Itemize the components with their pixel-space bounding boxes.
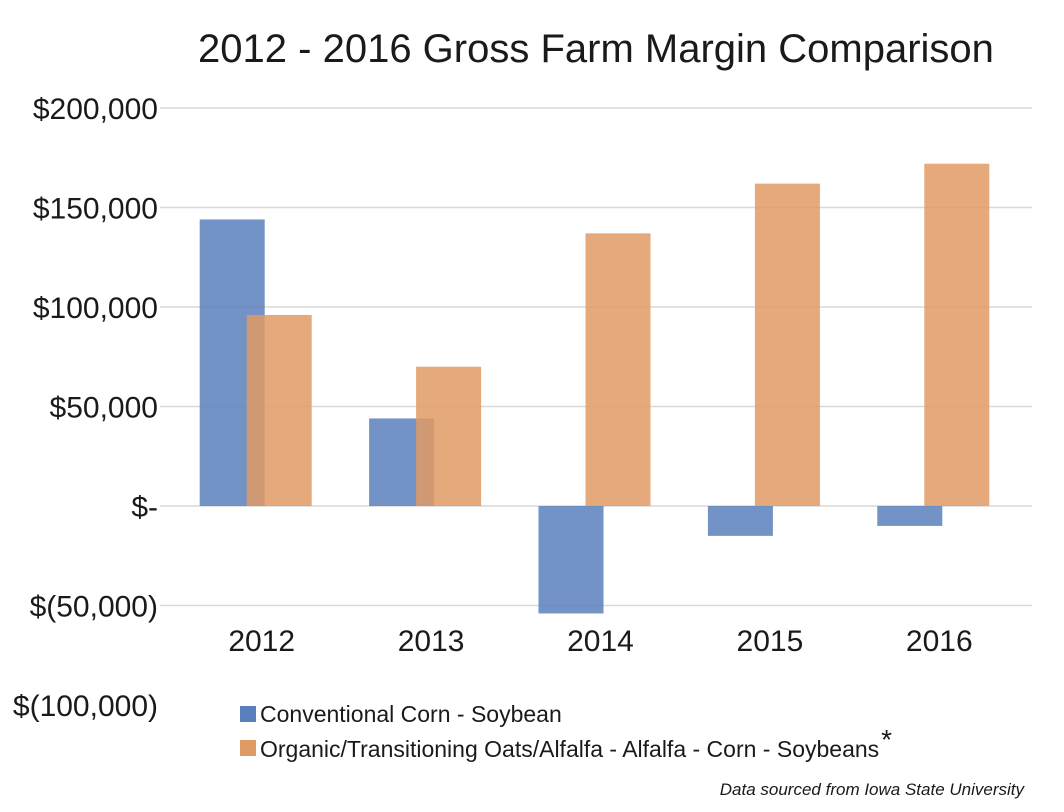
legend-label-organic: Organic/Transitioning Oats/Alfalfa - Alf… [260, 724, 892, 762]
y-tick-label: $(50,000) [30, 591, 158, 624]
y-tick-label: $50,000 [50, 392, 158, 425]
y-tick-label: $150,000 [33, 193, 158, 226]
x-tick-label: 2016 [906, 625, 973, 658]
x-tick-label: 2015 [737, 625, 804, 658]
bar-organic-2013 [416, 366, 482, 506]
legend-swatch-conventional [240, 706, 256, 722]
bar-organic-2012 [246, 314, 312, 506]
legend-label-conventional: Conventional Corn - Soybean [260, 701, 562, 727]
bar-conventional-2014 [538, 506, 604, 614]
source-note: Data sourced from Iowa State University [720, 780, 1026, 799]
y-axis-tick-labels: $200,000 $150,000 $100,000 $50,000 $- $(50,00… [13, 93, 158, 723]
legend: Conventional Corn - Soybean Organic/Tran… [240, 701, 892, 762]
y-tick-label: $200,000 [33, 93, 158, 126]
bar-organic-2016 [924, 163, 990, 506]
y-tick-label: $- [131, 491, 158, 524]
bar-conventional-2015 [707, 506, 773, 536]
x-tick-label: 2014 [567, 625, 634, 658]
x-tick-label: 2012 [228, 625, 295, 658]
bar-conventional-2016 [877, 506, 943, 526]
x-axis-tick-labels: 2012 2013 2014 2015 2016 [228, 625, 972, 658]
chart-title: 2012 - 2016 Gross Farm Margin Comparison [198, 27, 994, 71]
bar-organic-2015 [754, 183, 820, 506]
legend-asterisk: * [881, 724, 892, 755]
y-tick-label: $(100,000) [13, 690, 158, 723]
bar-organic-2014 [585, 233, 651, 506]
legend-swatch-organic [240, 740, 256, 756]
legend-label-organic-text: Organic/Transitioning Oats/Alfalfa - Alf… [260, 736, 879, 762]
bars [199, 163, 990, 614]
y-tick-label: $100,000 [33, 292, 158, 325]
x-tick-label: 2013 [398, 625, 465, 658]
